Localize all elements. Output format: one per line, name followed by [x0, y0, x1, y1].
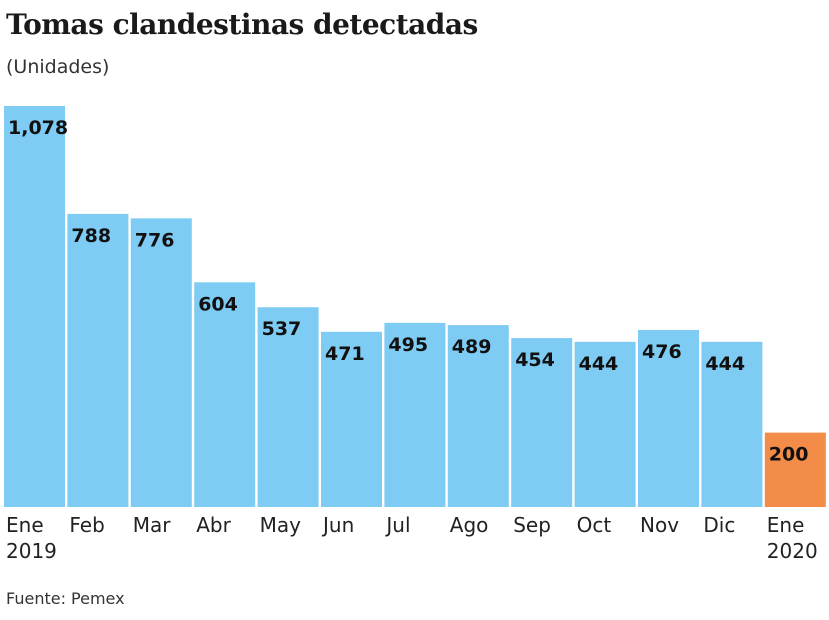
bar — [4, 106, 65, 507]
category-label: Jul — [384, 513, 410, 537]
category-label: Feb — [69, 513, 104, 537]
category-label: Ago — [450, 513, 489, 537]
bar — [257, 307, 319, 507]
chart-title: Tomas clandestinas detectadas — [6, 8, 478, 41]
value-label: 604 — [198, 293, 238, 315]
category-label: Oct — [577, 513, 612, 537]
category-label: Ene — [6, 513, 44, 537]
value-label: 776 — [135, 229, 175, 251]
category-label: May — [260, 513, 302, 537]
bar — [511, 338, 573, 507]
bar — [67, 213, 129, 507]
bar — [638, 329, 699, 507]
category-label: Jun — [321, 513, 354, 537]
category-label: Dic — [703, 513, 735, 537]
category-label: 2020 — [767, 539, 818, 563]
value-label: 471 — [325, 343, 365, 365]
bar — [130, 218, 192, 507]
bar — [194, 282, 256, 507]
value-label: 495 — [388, 334, 428, 356]
category-label: Sep — [513, 513, 551, 537]
bar — [384, 322, 446, 507]
category-label: Ene — [767, 513, 805, 537]
bar — [574, 341, 636, 507]
value-label: 476 — [642, 341, 682, 363]
value-label: 454 — [515, 349, 555, 371]
value-label: 537 — [262, 318, 302, 340]
bar — [764, 432, 826, 507]
bar — [447, 325, 509, 507]
category-label: 2019 — [6, 539, 57, 563]
value-label: 788 — [71, 225, 111, 247]
chart-subtitle: (Unidades) — [6, 56, 110, 78]
bar — [701, 341, 763, 507]
value-label: 200 — [769, 444, 809, 466]
value-label: 1,078 — [8, 117, 68, 139]
value-label: 444 — [579, 353, 619, 375]
source-note: Fuente: Pemex — [6, 589, 125, 608]
value-label: 444 — [705, 353, 745, 375]
category-label: Abr — [196, 513, 231, 537]
bar — [321, 331, 382, 507]
value-label: 489 — [452, 336, 492, 358]
category-label: Nov — [640, 513, 679, 537]
category-label: Mar — [133, 513, 172, 537]
